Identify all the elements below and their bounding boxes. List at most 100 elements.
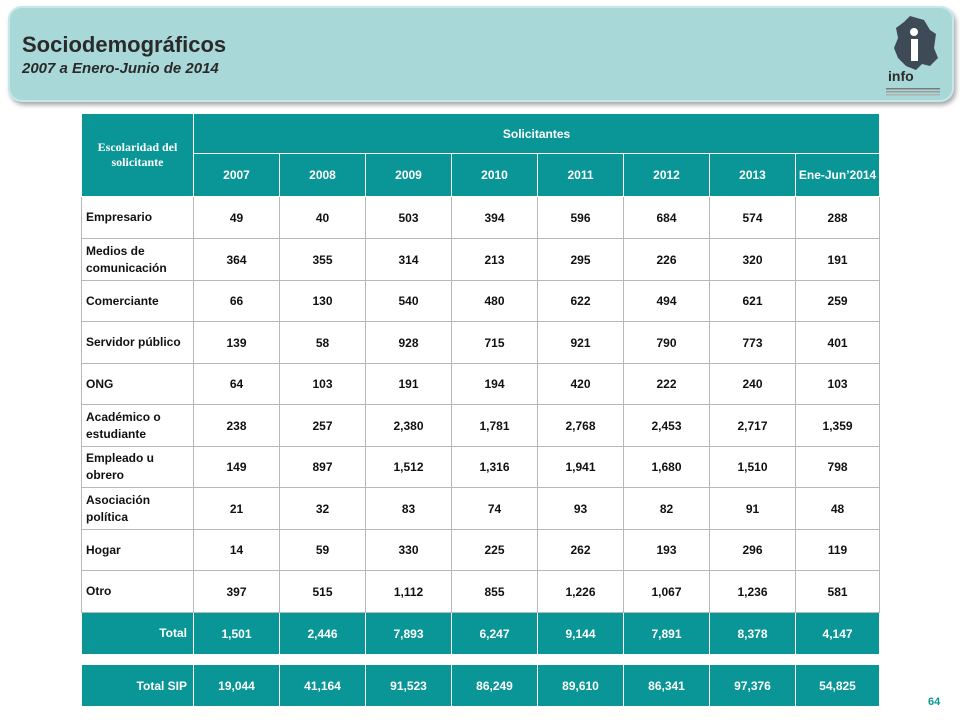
cell: 193 [623,529,710,571]
cell: 320 [709,238,796,281]
table-row: Servidor público 139 58 928 715 921 790 … [81,321,881,364]
cell: 1,680 [623,446,710,488]
cell: 928 [365,321,452,364]
cell: 288 [794,196,881,239]
table-row: Medios de comunicación 364 355 314 213 2… [81,238,881,281]
table-row: Académico o estudiante 238 257 2,380 1,7… [81,404,881,447]
cell: 715 [451,321,538,364]
total-cell: 6,247 [451,612,538,655]
year-header: 2010 [451,153,538,197]
row-label: Comerciante [81,280,194,322]
cell: 397 [193,570,280,613]
row-label: Asociación política [81,487,194,530]
row-label: Servidor público [81,321,194,364]
page-subtitle: 2007 a Enero-Junio de 2014 [22,60,219,77]
total-sip-table: Total SIP 19,044 41,164 91,523 86,249 89… [81,664,880,707]
cell: 503 [365,196,452,239]
cell: 364 [193,238,280,281]
cell: 540 [365,280,452,322]
sip-cell: 41,164 [279,664,366,707]
year-header: Ene-Jun’2014 [794,153,881,197]
cell: 262 [537,529,624,571]
cell: 103 [794,363,881,405]
cell: 1,510 [709,446,796,488]
year-header: 2012 [623,153,710,197]
page-number: 64 [928,696,941,708]
cell: 684 [623,196,710,239]
group-header: Solicitantes [192,113,881,154]
cell: 213 [451,238,538,281]
cell: 259 [794,280,881,322]
cell: 1,359 [794,404,881,447]
cell: 401 [794,321,881,364]
cell: 48 [794,487,881,530]
table-row: Empresario 49 40 503 394 596 684 574 288 [81,196,881,239]
cell: 1,941 [537,446,624,488]
cell: 2,717 [709,404,796,447]
cell: 119 [794,529,881,571]
header-banner: Sociodemográficos 2007 a Enero-Junio de … [8,6,954,102]
cell: 574 [709,196,796,239]
sip-cell: 19,044 [193,664,280,707]
cell: 1,781 [451,404,538,447]
row-label: Medios de comunicación [81,238,194,281]
cell: 621 [709,280,796,322]
sip-cell: 89,610 [537,664,624,707]
cell: 240 [709,363,796,405]
cell: 14 [193,529,280,571]
cell: 515 [279,570,366,613]
sip-cell: 54,825 [795,664,880,707]
table-row: Hogar 14 59 330 225 262 193 296 119 [81,529,881,571]
cell: 855 [451,570,538,613]
total-cell: 7,891 [623,612,710,655]
table-row: Empleado u obrero 149 897 1,512 1,316 1,… [81,446,881,488]
year-header: 2013 [709,153,796,197]
cell: 355 [279,238,366,281]
cell: 921 [537,321,624,364]
sip-cell: 97,376 [709,664,796,707]
cell: 420 [537,363,624,405]
cell: 790 [623,321,710,364]
cell: 1,112 [365,570,452,613]
total-cell: 4,147 [794,612,881,655]
cell: 2,768 [537,404,624,447]
cell: 1,316 [451,446,538,488]
cell: 194 [451,363,538,405]
sip-cell: 86,249 [451,664,538,707]
row-label: Otro [81,570,194,613]
total-cell: 9,144 [537,612,624,655]
cell: 295 [537,238,624,281]
cell: 64 [193,363,280,405]
total-cell: 2,446 [279,612,366,655]
total-row: Total 1,501 2,446 7,893 6,247 9,144 7,89… [81,612,881,655]
row-label: ONG [81,363,194,405]
cell: 257 [279,404,366,447]
cell: 296 [709,529,796,571]
row-label: Hogar [81,529,194,571]
cell: 32 [279,487,366,530]
cell: 480 [451,280,538,322]
total-sip-label: Total SIP [81,664,194,707]
cell: 1,512 [365,446,452,488]
year-header: 2008 [279,153,366,197]
cell: 622 [537,280,624,322]
table-row: Asociación política 21 32 83 74 93 82 91… [81,487,881,530]
logo-text: info [888,68,914,84]
cell: 314 [365,238,452,281]
cell: 149 [193,446,280,488]
row-header: Escolaridad del solicitante [81,113,194,197]
cell: 191 [365,363,452,405]
cell: 191 [794,238,881,281]
cell: 494 [623,280,710,322]
table-row: ONG 64 103 191 194 420 222 240 103 [81,363,881,405]
cell: 222 [623,363,710,405]
cell: 394 [451,196,538,239]
cell: 897 [279,446,366,488]
cell: 1,226 [537,570,624,613]
cell: 2,380 [365,404,452,447]
cell: 93 [537,487,624,530]
year-header: 2011 [537,153,624,197]
page-title: Sociodemográficos [22,32,227,57]
cell: 83 [365,487,452,530]
cell: 74 [451,487,538,530]
